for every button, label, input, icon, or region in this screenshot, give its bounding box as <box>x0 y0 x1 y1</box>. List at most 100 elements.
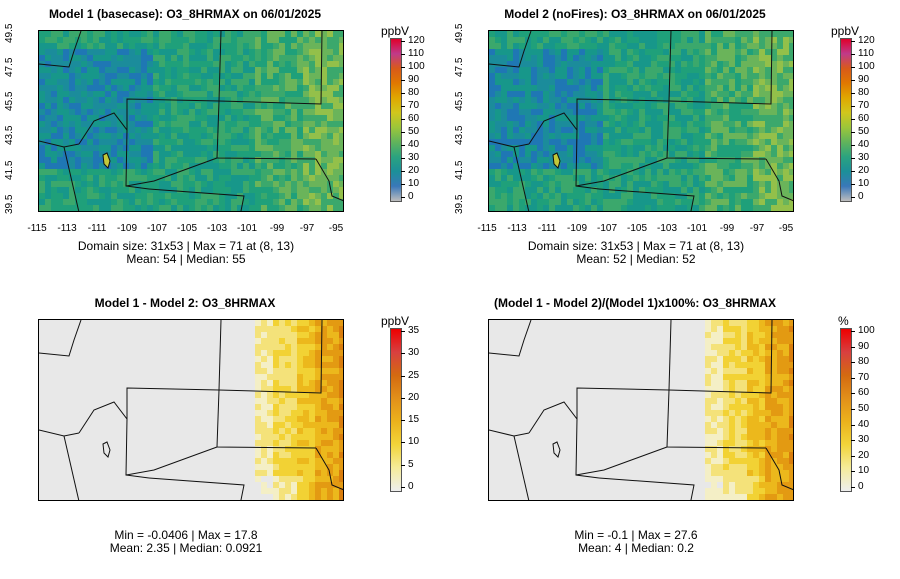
x-tick-label: -103 <box>206 223 228 234</box>
colorbar-tick <box>401 145 405 146</box>
colorbar-tick-label: 35 <box>408 325 420 336</box>
state-boundary <box>598 188 695 211</box>
colorbar-tick-label: 70 <box>858 100 870 111</box>
lake-outline <box>552 152 561 169</box>
state-boundary <box>575 157 668 187</box>
colorbar-tick <box>401 420 405 422</box>
x-tick-label: -103 <box>656 223 678 234</box>
y-tick-label: 39.5 <box>4 194 15 214</box>
x-tick-label: -111 <box>87 223 107 234</box>
x-tick-label: -109 <box>566 223 588 234</box>
y-tick-label: 43.5 <box>454 125 465 145</box>
colorbar-tick <box>851 106 855 107</box>
colorbar-tick-label: 100 <box>858 61 875 72</box>
state-boundary <box>63 146 80 211</box>
lake-outline <box>552 441 561 458</box>
colorbar-tick <box>851 331 855 332</box>
colorbar-tick <box>401 93 405 94</box>
colorbar-tick <box>401 119 405 120</box>
colorbar-tick-label: 60 <box>858 387 870 399</box>
colorbar-tick <box>851 440 855 442</box>
colorbar-tick-label: 0 <box>408 481 414 492</box>
colorbar-tick <box>401 158 405 159</box>
colorbar-tick <box>851 487 855 488</box>
colorbar-tick-label: 80 <box>858 356 870 368</box>
colorbar-tick-label: 30 <box>858 152 870 163</box>
x-tick-label: -113 <box>507 223 527 234</box>
x-tick-label: -99 <box>719 223 735 234</box>
state-boundary <box>513 146 530 211</box>
panel-title: (Model 1 - Model 2)/(Model 1)x100%: O3_8… <box>493 296 777 310</box>
colorbar-tick-label: 20 <box>408 165 420 176</box>
state-boundary <box>513 435 530 500</box>
x-tick-label: -115 <box>477 223 497 234</box>
stats-line-2: Mean: 4 | Median: 0.2 <box>578 541 694 555</box>
colorbar-tick-label: 110 <box>858 48 874 59</box>
colorbar-tick <box>401 184 405 185</box>
colorbar-tick-label: 80 <box>408 87 420 98</box>
stats-line-1: Min = -0.1 | Max = 27.6 <box>574 528 698 542</box>
state-boundary <box>668 31 672 102</box>
stats-line-1: Domain size: 31x53 | Max = 71 at (8, 13) <box>77 239 295 253</box>
y-tick-label: 43.5 <box>4 125 15 145</box>
map-raster <box>489 31 793 211</box>
panel-difference: Model 1 - Model 2: O3_8HRMAX Min = -0.04… <box>0 289 450 578</box>
colorbar-tick <box>401 197 405 198</box>
colorbar-tick-label: 10 <box>858 465 870 477</box>
colorbar-tick <box>401 67 405 68</box>
colorbar-unit: ppbV <box>381 24 410 38</box>
state-boundary <box>148 477 245 500</box>
colorbar-unit: % <box>838 314 849 328</box>
colorbar-tick-label: 40 <box>408 139 420 150</box>
x-tick-label: -95 <box>328 223 344 234</box>
colorbar-tick <box>401 397 405 399</box>
state-boundary <box>528 387 670 434</box>
x-tick-label: -95 <box>778 223 794 234</box>
state-boundary <box>598 477 695 500</box>
colorbar <box>390 38 402 202</box>
x-tick-label: -97 <box>299 223 315 234</box>
colorbar-tick-label: 10 <box>408 436 420 448</box>
colorbar-tick-label: 120 <box>408 35 425 46</box>
colorbar-tick-label: 40 <box>858 139 870 150</box>
state-boundary <box>39 31 82 68</box>
y-tick-label: 39.5 <box>454 194 465 214</box>
state-boundary <box>218 320 222 391</box>
colorbar-tick <box>851 132 855 133</box>
state-boundary <box>315 447 343 491</box>
colorbar-tick-label: 60 <box>408 113 420 124</box>
colorbar-unit: ppbV <box>381 314 410 328</box>
colorbar-tick-label: 100 <box>858 325 875 336</box>
colorbar-tick-label: 70 <box>408 100 420 111</box>
state-boundary <box>765 447 793 491</box>
colorbar-tick <box>851 424 855 426</box>
colorbar-tick <box>851 93 855 94</box>
colorbar-tick <box>401 106 405 107</box>
state-boundary <box>528 98 670 145</box>
colorbar-tick-label: 70 <box>858 371 870 383</box>
colorbar-tick-label: 90 <box>858 340 870 352</box>
state-boundary <box>668 320 672 391</box>
state-boundary <box>39 320 82 357</box>
colorbar-tick-label: 40 <box>858 418 870 430</box>
colorbar <box>840 328 852 492</box>
colorbar-tick <box>851 409 855 410</box>
colorbar-tick-label: 90 <box>858 74 870 85</box>
colorbar-unit: ppbV <box>831 24 860 38</box>
colorbar-tick-label: 5 <box>408 458 414 470</box>
state-boundary <box>489 31 532 68</box>
x-tick-label: -113 <box>57 223 77 234</box>
colorbar-tick-label: 30 <box>858 434 870 446</box>
colorbar-tick <box>851 346 855 348</box>
colorbar-tick-label: 30 <box>408 152 420 163</box>
colorbar-tick-label: 15 <box>408 414 420 426</box>
colorbar-tick-label: 20 <box>408 391 420 403</box>
x-tick-label: -99 <box>269 223 285 234</box>
colorbar-tick-label: 50 <box>858 126 870 137</box>
stats-line-2: Mean: 2.35 | Median: 0.0921 <box>109 541 263 555</box>
colorbar-tick <box>851 455 855 457</box>
state-boundary <box>63 435 80 500</box>
colorbar-tick-label: 30 <box>408 347 420 359</box>
state-boundary <box>575 446 668 476</box>
colorbar-tick-label: 100 <box>408 61 425 72</box>
